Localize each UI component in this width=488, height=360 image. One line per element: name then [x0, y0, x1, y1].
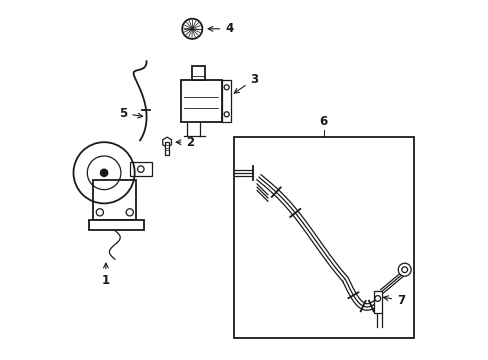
Polygon shape — [130, 162, 151, 176]
Text: 4: 4 — [208, 22, 233, 35]
Text: 3: 3 — [234, 73, 258, 93]
Text: 2: 2 — [176, 136, 194, 149]
Bar — [93, 180, 136, 220]
Text: 7: 7 — [383, 294, 405, 307]
Bar — [180, 80, 222, 122]
Polygon shape — [89, 220, 143, 230]
Circle shape — [397, 263, 410, 276]
Text: 5: 5 — [119, 107, 142, 120]
Bar — [192, 66, 204, 80]
Circle shape — [182, 19, 202, 39]
Bar — [233, 137, 413, 338]
Text: 1: 1 — [102, 263, 110, 287]
Bar — [373, 291, 381, 313]
Polygon shape — [163, 137, 171, 147]
Bar — [222, 80, 230, 122]
Text: 6: 6 — [319, 115, 327, 128]
Circle shape — [100, 169, 107, 176]
Bar — [164, 142, 169, 155]
